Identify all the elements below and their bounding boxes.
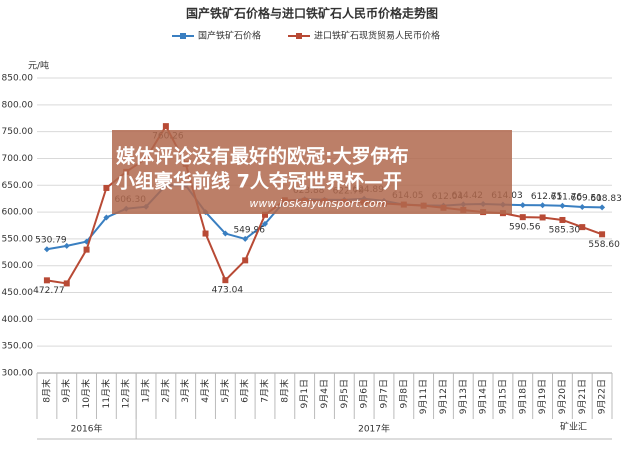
x-tick-label: 9月12日 [438, 379, 449, 414]
value-label: 608.83 [590, 194, 622, 204]
x-tick-label: 12月末 [120, 379, 132, 408]
x-tick-label: 6月末 [239, 379, 251, 403]
value-label: 585.30 [549, 225, 581, 235]
point [579, 203, 586, 210]
point [222, 277, 229, 284]
x-tick-label: 9月20日 [557, 379, 568, 414]
x-tick-label: 9月末 [60, 379, 72, 403]
point [559, 202, 566, 209]
point [519, 202, 526, 209]
year-label: 2016年 [71, 423, 103, 435]
point [262, 211, 269, 218]
y-tick-label: 800.00 [2, 100, 34, 110]
x-tick-label: 9月11日 [418, 379, 429, 414]
y-tick-label: 500.00 [2, 261, 34, 271]
x-tick-label: 9月1日 [299, 379, 310, 408]
y-tick-label: 350.00 [2, 342, 34, 352]
point [63, 280, 70, 287]
point [262, 220, 269, 227]
legend-label: 进口铁矿石现货贸易人民币价格 [314, 30, 440, 42]
x-tick-label: 9月13日 [458, 379, 469, 414]
x-tick-label: 9月15日 [497, 379, 508, 414]
banner-headline: 媒体评论没有最好的欧冠:大罗伊布 [116, 145, 409, 168]
point [559, 216, 566, 223]
value-label: 530.79 [35, 236, 67, 246]
x-tick-label: 9月4日 [319, 379, 330, 408]
y-tick-label: 850.00 [2, 74, 34, 84]
point [599, 204, 606, 211]
value-label: 472.77 [33, 286, 65, 296]
legend-marker [296, 33, 302, 39]
point [539, 214, 546, 221]
y-tick-label: 650.00 [2, 181, 34, 191]
y-tick-label: 550.00 [2, 234, 34, 244]
x-tick-label: 4月末 [199, 379, 211, 403]
banner-url: www.ioskaiyunsport.com [249, 197, 386, 210]
x-tick-label: 3月末 [179, 379, 191, 403]
point [43, 246, 50, 253]
value-label: 612.75 [531, 192, 563, 202]
point [519, 214, 526, 221]
legend-marker [180, 33, 186, 39]
point [539, 202, 546, 209]
x-tick-label: 9月21日 [577, 379, 588, 414]
value-label: 558.60 [588, 240, 620, 250]
point [162, 123, 169, 130]
point [103, 184, 110, 191]
point [222, 230, 229, 237]
banner-headline: 小组豪华前线 7人夺冠世界杯—开 [116, 170, 402, 193]
legend-label: 国产铁矿石价格 [198, 30, 261, 42]
y-tick-label: 700.00 [2, 154, 34, 164]
x-tick-label: 9月19日 [537, 379, 548, 414]
x-tick-label: 9月5日 [339, 379, 350, 408]
y-tick-label: 400.00 [2, 315, 34, 325]
x-tick-label: 9月22日 [597, 379, 608, 414]
point [63, 242, 70, 249]
x-tick-label: 10月末 [80, 379, 92, 408]
x-tick-label: 9月18日 [517, 379, 528, 414]
x-tick-label: 1月末 [140, 379, 152, 403]
point [242, 235, 249, 242]
value-label: 590.56 [509, 223, 541, 233]
x-tick-label: 9月7日 [378, 379, 389, 408]
point [83, 246, 90, 253]
point [242, 257, 249, 264]
x-tick-label: 9月8日 [398, 379, 409, 408]
x-tick-label: 7月末 [259, 379, 271, 403]
y-axis-label: 元/吨 [28, 60, 49, 72]
value-label: 609.51 [571, 193, 603, 203]
x-tick-label: 5月末 [219, 379, 231, 403]
watermark: 矿业汇 [560, 421, 587, 433]
x-tick-label: 9月14日 [478, 379, 489, 414]
point [599, 231, 606, 238]
year-label: 2017年 [358, 423, 390, 435]
point [43, 277, 50, 284]
value-label: 611.76 [551, 192, 583, 202]
value-label: 473.04 [212, 286, 244, 296]
point [202, 230, 209, 237]
point [103, 214, 110, 221]
banner [112, 130, 512, 214]
x-tick-label: 8月末 [40, 379, 52, 403]
x-tick-label: 8月末 [278, 379, 290, 403]
y-tick-label: 750.00 [2, 127, 34, 137]
y-tick-label: 300.00 [2, 369, 34, 379]
y-tick-label: 450.00 [2, 288, 34, 298]
x-tick-label: 9月6日 [359, 379, 370, 408]
point [579, 224, 586, 231]
chart-title: 国产铁矿石价格与进口铁矿石人民币价格走势图 [186, 6, 438, 21]
x-tick-label: 11月末 [100, 379, 112, 408]
value-label: 549.96 [233, 225, 265, 235]
x-tick-label: 2月末 [159, 379, 171, 403]
y-tick-label: 600.00 [2, 208, 34, 218]
